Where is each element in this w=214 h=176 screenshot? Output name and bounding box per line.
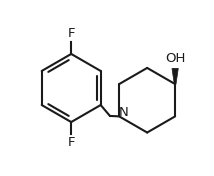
Text: N: N: [119, 106, 128, 119]
Text: OH: OH: [165, 52, 185, 65]
Text: F: F: [67, 136, 75, 149]
Text: F: F: [67, 27, 75, 40]
Polygon shape: [172, 68, 178, 84]
